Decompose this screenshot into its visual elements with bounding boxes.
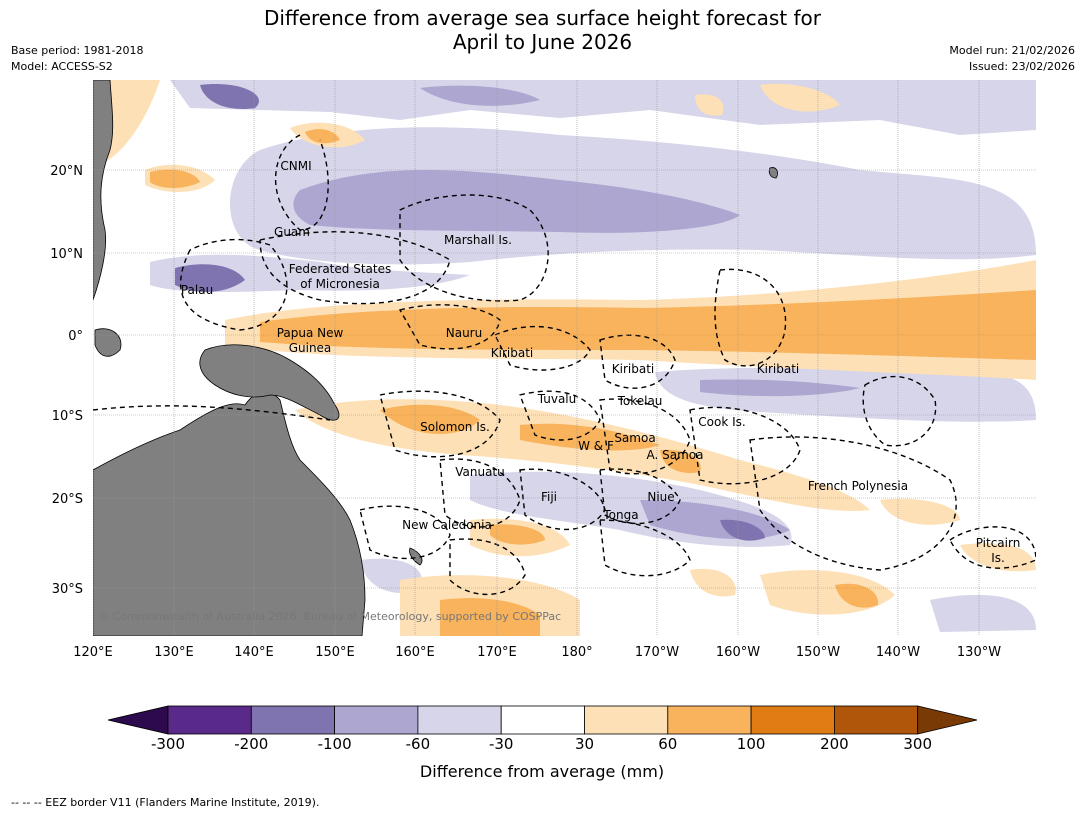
sulawesi-moluccas bbox=[94, 328, 122, 357]
place-label: Kiribati bbox=[757, 362, 799, 376]
place-label: Papua New bbox=[277, 326, 344, 340]
place-label: Kiribati bbox=[612, 362, 654, 376]
longitude-labels: 120°E 130°E 140°E 150°E 160°E 170°E 180° 170°W 1… bbox=[73, 645, 1001, 660]
lon-label: 140°E bbox=[234, 645, 274, 660]
colorbar-segment bbox=[500, 705, 585, 735]
lat-label: 0° bbox=[68, 329, 83, 344]
meta-left: Base period: 1981-2018 Model: ACCESS-S2 bbox=[11, 43, 143, 75]
lon-label: 130°E bbox=[154, 645, 194, 660]
map-area bbox=[93, 80, 1036, 636]
latitude-labels: 20°N 10°N 0° 10°S 20°S 30°S bbox=[50, 164, 83, 597]
lon-label: 150°W bbox=[796, 645, 840, 660]
place-label: Tokelau bbox=[617, 394, 663, 408]
colorbar bbox=[107, 705, 978, 735]
colorbar-tick-label: -300 bbox=[150, 735, 186, 753]
model-name: Model: ACCESS-S2 bbox=[11, 60, 113, 73]
place-label: Guam bbox=[274, 225, 310, 239]
new-caledonia bbox=[409, 547, 423, 566]
positive-anomaly-regions bbox=[93, 80, 1036, 636]
lon-label: 160°E bbox=[395, 645, 435, 660]
colorbar-title: Difference from average (mm) bbox=[419, 762, 665, 781]
place-label: Pitcairn bbox=[976, 536, 1021, 550]
lat-label: 30°S bbox=[52, 582, 83, 597]
colorbar-tick-label: 100 bbox=[736, 735, 766, 753]
place-label: Federated States bbox=[289, 262, 391, 276]
land-masses bbox=[93, 80, 778, 636]
colorbar-tick-label: 30 bbox=[574, 735, 595, 753]
lat-label: 20°N bbox=[50, 164, 83, 179]
colorbar-high-extend bbox=[917, 705, 978, 735]
colorbar-tick-label: 300 bbox=[903, 735, 933, 753]
colorbar-segment bbox=[167, 705, 252, 735]
place-label: Tonga bbox=[602, 508, 638, 522]
australia bbox=[93, 391, 366, 636]
lat-label: 10°S bbox=[52, 409, 83, 424]
place-label: Cook Is. bbox=[698, 415, 745, 429]
place-label: Tuvalu bbox=[537, 392, 577, 406]
place-label: Guinea bbox=[289, 341, 332, 355]
colorbar-segment bbox=[834, 705, 919, 735]
lon-label: 120°E bbox=[73, 645, 113, 660]
lon-label: 160°W bbox=[716, 645, 760, 660]
meta-right: Model run: 21/02/2026 Issued: 23/02/2026 bbox=[949, 43, 1075, 75]
colorbar-segment bbox=[750, 705, 835, 735]
colorbar-tick-label: 60 bbox=[658, 735, 678, 753]
place-label: A. Samoa bbox=[647, 448, 704, 462]
colorbar-tick-label: -30 bbox=[488, 735, 514, 753]
papua-new-guinea bbox=[199, 344, 340, 421]
lon-label: 180° bbox=[561, 645, 592, 660]
philippines-borneo bbox=[93, 80, 114, 301]
colorbar-tick-label: 200 bbox=[820, 735, 849, 753]
lon-label: 130°W bbox=[957, 645, 1001, 660]
colorbar-tick-label: -200 bbox=[234, 735, 269, 753]
title-line-2: April to June 2026 bbox=[452, 30, 633, 54]
model-run: Model run: 21/02/2026 bbox=[949, 44, 1075, 57]
place-label: Fiji bbox=[541, 490, 557, 504]
place-label: Marshall Is. bbox=[444, 233, 512, 247]
colorbar-segment bbox=[250, 705, 336, 735]
place-label: Nauru bbox=[446, 326, 482, 340]
colorbar-tick-label: -60 bbox=[405, 735, 431, 753]
place-label: CNMI bbox=[280, 159, 311, 173]
place-label: W & F bbox=[578, 439, 614, 453]
lon-label: 170°E bbox=[477, 645, 517, 660]
copyright-notice: © Commonwealth of Australia 2026, Bureau… bbox=[98, 610, 561, 623]
issued-date: Issued: 23/02/2026 bbox=[968, 60, 1075, 73]
lat-label: 20°S bbox=[52, 492, 83, 507]
colorbar-tick-label: -100 bbox=[317, 735, 352, 753]
lon-label: 170°W bbox=[635, 645, 679, 660]
place-label: of Micronesia bbox=[300, 277, 380, 291]
chart-title: Difference from average sea surface heig… bbox=[0, 6, 1085, 54]
place-label: New Caledonia bbox=[402, 518, 492, 532]
lon-label: 140°W bbox=[876, 645, 920, 660]
place-label: Is. bbox=[991, 551, 1005, 565]
colorbar-segment bbox=[667, 705, 752, 735]
place-label: Solomon Is. bbox=[420, 420, 490, 434]
colorbar-low-extend bbox=[107, 705, 169, 735]
lat-label: 10°N bbox=[50, 247, 83, 262]
place-label: French Polynesia bbox=[808, 479, 908, 493]
colorbar-segment bbox=[417, 705, 502, 735]
place-label: Samoa bbox=[614, 431, 655, 445]
place-label: Kiribati bbox=[491, 346, 533, 360]
eez-borders bbox=[93, 134, 1036, 596]
colorbar-segment bbox=[334, 705, 419, 735]
base-period: Base period: 1981-2018 bbox=[11, 44, 144, 57]
footer-note: -- -- -- EEZ border V11 (Flanders Marine… bbox=[11, 796, 320, 809]
colorbar-segment bbox=[584, 705, 669, 735]
place-label: Niue bbox=[647, 490, 674, 504]
gridlines bbox=[93, 80, 1036, 636]
place-label: Palau bbox=[181, 283, 213, 297]
place-label: Vanuatu bbox=[455, 465, 505, 479]
title-line-1: Difference from average sea surface heig… bbox=[263, 6, 822, 30]
lon-label: 150°E bbox=[315, 645, 355, 660]
